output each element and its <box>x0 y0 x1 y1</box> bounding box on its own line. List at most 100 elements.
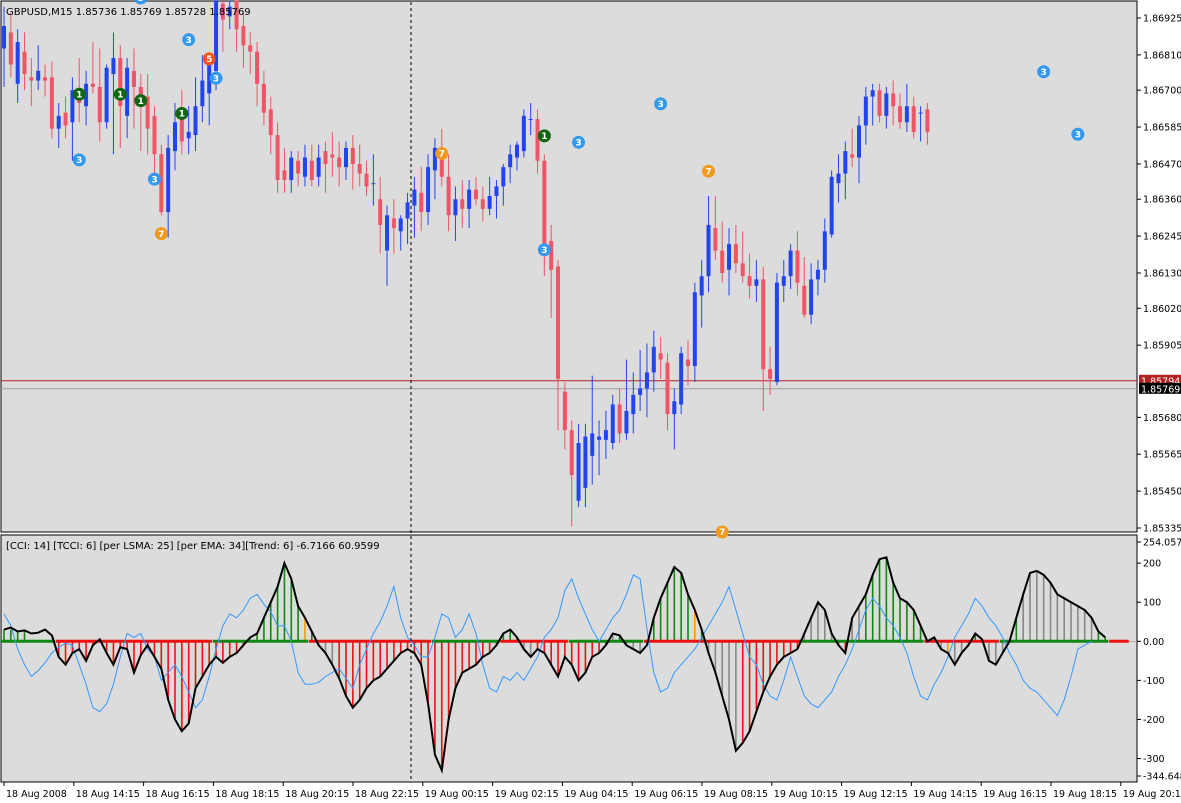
candle-bull[interactable] <box>56 115 61 129</box>
candle-bear[interactable] <box>138 86 143 97</box>
candle-bull[interactable] <box>809 279 814 315</box>
candle-bull[interactable] <box>2 26 6 49</box>
signal-marker[interactable]: 1 <box>134 94 148 108</box>
candle-bear[interactable] <box>911 106 916 132</box>
candle-bull[interactable] <box>371 183 376 185</box>
candle-bear[interactable] <box>795 250 800 283</box>
candle-bear[interactable] <box>768 369 773 379</box>
candle-bull[interactable] <box>432 147 437 171</box>
candle-bull[interactable] <box>590 433 595 456</box>
candle-bull[interactable] <box>918 112 923 114</box>
candle-bear[interactable] <box>617 404 622 434</box>
candle-bear[interactable] <box>686 359 690 367</box>
candle-bull[interactable] <box>829 176 834 235</box>
candle-bear[interactable] <box>220 3 225 20</box>
candle-bull[interactable] <box>651 346 656 373</box>
candle-bull[interactable] <box>597 436 602 440</box>
candle-bear[interactable] <box>248 45 253 52</box>
signal-marker[interactable]: 3 <box>1037 65 1051 79</box>
candle-bull[interactable] <box>699 276 704 296</box>
candle-bull[interactable] <box>207 61 212 94</box>
candle-bear[interactable] <box>63 112 68 126</box>
signal-marker[interactable]: 7 <box>154 227 168 241</box>
candle-bull[interactable] <box>576 443 581 501</box>
candle-bull[interactable] <box>15 42 20 84</box>
signal-marker[interactable]: 3 <box>134 0 147 5</box>
candle-bull[interactable] <box>302 157 307 177</box>
candle-bear[interactable] <box>29 77 34 81</box>
candle-bear[interactable] <box>152 115 157 155</box>
candle-bear[interactable] <box>535 119 540 161</box>
price-panel[interactable] <box>0 0 1138 533</box>
candle-bear[interactable] <box>556 266 561 379</box>
candle-bull[interactable] <box>200 80 205 107</box>
signal-marker[interactable]: 3 <box>182 33 196 47</box>
signal-marker[interactable]: 5 <box>202 52 216 66</box>
candle-bear[interactable] <box>898 106 903 123</box>
candle-bull[interactable] <box>494 186 499 197</box>
signal-marker[interactable]: 1 <box>537 129 551 143</box>
candle-bear[interactable] <box>391 218 396 229</box>
candle-bull[interactable] <box>843 151 848 174</box>
candle-bear[interactable] <box>159 154 164 213</box>
candle-bull[interactable] <box>706 224 711 277</box>
candle-bull[interactable] <box>125 67 130 116</box>
candle-bull[interactable] <box>528 119 533 121</box>
candle-bull[interactable] <box>453 199 458 216</box>
candle-bear[interactable] <box>43 77 48 81</box>
candle-bull[interactable] <box>624 410 629 434</box>
signal-marker[interactable]: 1 <box>175 106 189 120</box>
candle-bear[interactable] <box>323 151 328 164</box>
candle-bear[interactable] <box>275 135 280 180</box>
candle-bull[interactable] <box>467 189 472 209</box>
signal-marker[interactable]: 7 <box>435 146 449 160</box>
candle-bear[interactable] <box>255 51 260 84</box>
candle-bull[interactable] <box>857 125 861 158</box>
candle-bear[interactable] <box>309 160 314 180</box>
candle-bear[interactable] <box>131 70 136 87</box>
candle-bull[interactable] <box>692 292 697 367</box>
candle-bear[interactable] <box>337 157 342 168</box>
signal-marker[interactable]: 3 <box>147 172 161 186</box>
candle-bear[interactable] <box>446 176 451 216</box>
candle-bear[interactable] <box>473 189 478 200</box>
candle-bear[interactable] <box>713 228 718 251</box>
candle-bear[interactable] <box>891 93 896 107</box>
candle-bull[interactable] <box>166 147 171 213</box>
candle-bull[interactable] <box>227 6 232 17</box>
candle-bear[interactable] <box>357 163 362 174</box>
candle-bull[interactable] <box>412 189 417 206</box>
candle-bear[interactable] <box>179 119 184 142</box>
candle-bull[interactable] <box>679 353 684 405</box>
signal-marker[interactable]: 3 <box>537 243 551 257</box>
candle-bull[interactable] <box>173 122 177 152</box>
candle-bear[interactable] <box>261 83 266 113</box>
candle-bull[interactable] <box>815 269 820 280</box>
candle-bull[interactable] <box>610 404 615 443</box>
candle-bear[interactable] <box>542 160 547 245</box>
candle-bear[interactable] <box>720 250 725 273</box>
candle-bear[interactable] <box>802 285 807 315</box>
candle-bull[interactable] <box>822 231 827 270</box>
candle-bull[interactable] <box>644 372 649 389</box>
candle-bear[interactable] <box>350 147 355 164</box>
candle-bear[interactable] <box>118 58 123 107</box>
candle-bear[interactable] <box>77 99 82 103</box>
candle-bear[interactable] <box>49 77 54 129</box>
candle-bear[interactable] <box>330 154 335 158</box>
candle-bull[interactable] <box>214 0 219 71</box>
signal-marker[interactable]: 3 <box>654 97 668 111</box>
candle-bull[interactable] <box>603 430 608 440</box>
candle-bull[interactable] <box>884 93 889 116</box>
candle-bear[interactable] <box>877 90 882 116</box>
candle-bull[interactable] <box>84 83 89 107</box>
candle-bear[interactable] <box>419 192 424 213</box>
candle-bear[interactable] <box>665 362 670 415</box>
candle-bear[interactable] <box>562 391 567 431</box>
signal-marker[interactable]: 7 <box>715 525 729 539</box>
candle-bear[interactable] <box>364 173 369 187</box>
signal-marker[interactable]: 1 <box>113 87 127 101</box>
candle-bear[interactable] <box>268 109 273 136</box>
signal-marker[interactable]: 3 <box>572 135 586 149</box>
